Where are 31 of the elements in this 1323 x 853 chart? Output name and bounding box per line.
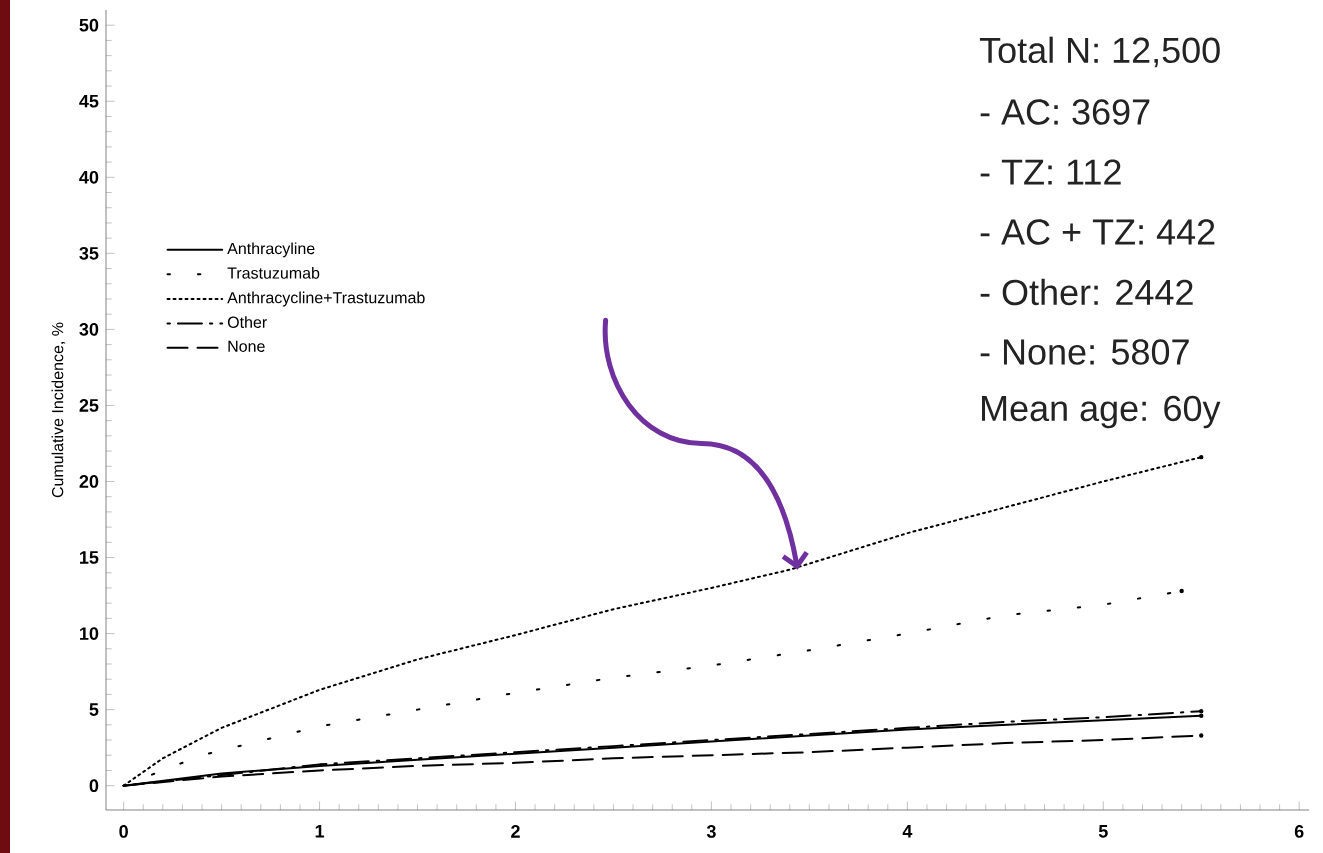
x-tick-label: 0 xyxy=(119,825,128,838)
legend-label: Anthracyline xyxy=(227,242,315,258)
annotation: Total N: 12,500 xyxy=(979,36,1220,68)
y-tick-label: 35 xyxy=(79,246,99,260)
legend-label: Anthracycline+Trastuzumab xyxy=(227,291,425,307)
y-tick-label: 45 xyxy=(79,94,99,108)
annotation: - TZ: 112 xyxy=(980,159,1121,185)
x-tick-label: 2 xyxy=(511,825,520,838)
x-tick-label: 4 xyxy=(902,825,913,838)
annotation: - AC + TZ: 442 xyxy=(980,219,1215,245)
legend-label: Other xyxy=(227,316,267,328)
x-tick-label: 6 xyxy=(1294,825,1304,838)
x-tick-label: 3 xyxy=(706,825,716,838)
annotation: Mean age: 60y xyxy=(982,395,1221,429)
y-axis-title: Cumulative Incidence, % xyxy=(51,322,66,498)
x-tick-label: 1 xyxy=(315,825,325,838)
y-tick-label: 25 xyxy=(79,399,99,412)
legend-label: Trastuzumab xyxy=(227,266,320,279)
y-tick-label: 0 xyxy=(89,779,99,793)
y-tick-label: 40 xyxy=(79,170,99,184)
y-tick-label: 10 xyxy=(80,627,99,640)
annotation: - AC: 3697 xyxy=(980,99,1150,125)
x-tick-label: 5 xyxy=(1098,825,1108,838)
legend-label: None xyxy=(228,340,265,352)
y-tick-label: 15 xyxy=(80,551,99,564)
y-tick-label: 20 xyxy=(79,475,99,488)
y-tick-label: 50 xyxy=(79,18,99,32)
y-tick-label: 5 xyxy=(89,703,99,716)
annotation: - Other: 2442 xyxy=(980,278,1193,306)
annotation: - None: 5807 xyxy=(980,339,1189,365)
y-tick-label: 30 xyxy=(79,323,99,336)
